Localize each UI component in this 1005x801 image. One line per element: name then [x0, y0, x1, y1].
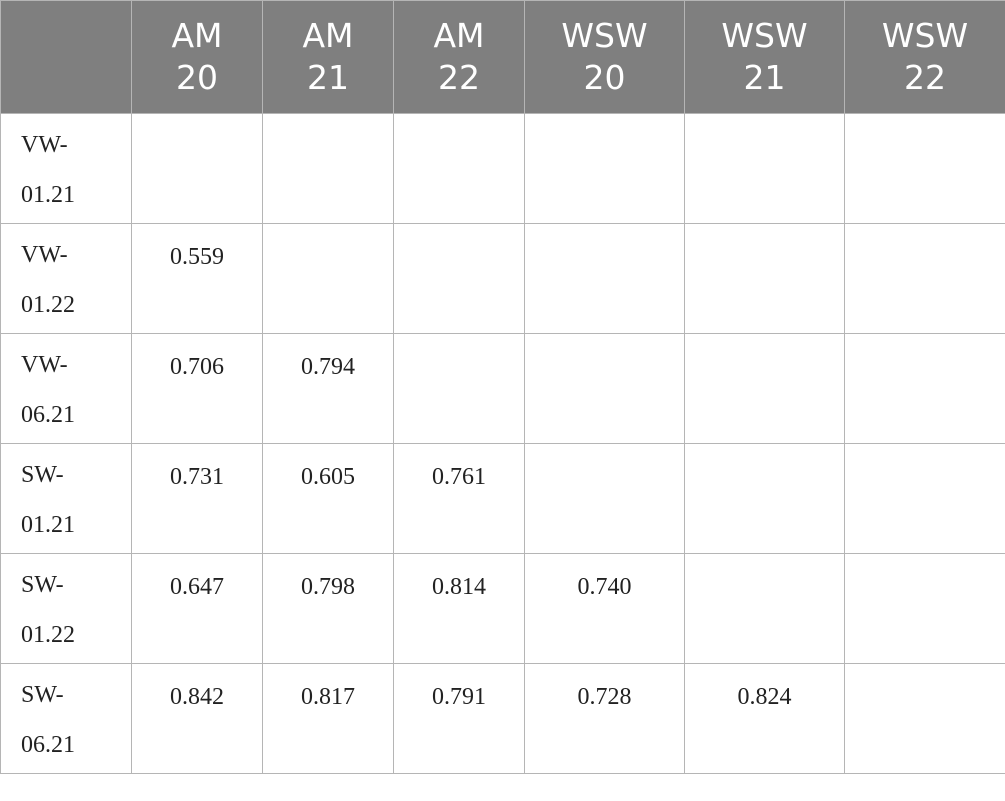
- table-cell: 0.728: [524, 663, 685, 774]
- column-header: WSW 21: [684, 0, 845, 114]
- table-cell: [844, 663, 1005, 774]
- column-header-text: AM 21: [302, 16, 354, 97]
- cell-value: 0.728: [577, 684, 632, 710]
- column-header-text: WSW 22: [881, 16, 969, 97]
- header-row: AM 20 AM 21 AM 22 WSW 20 WSW 21 WSW 22: [0, 0, 1005, 114]
- row-label: VW-01.21: [21, 132, 75, 208]
- table-cell: [524, 113, 685, 224]
- table-row: VW-01.21: [0, 113, 1005, 224]
- table-cell: 0.559: [131, 223, 263, 334]
- table-cell: [524, 443, 685, 554]
- table-cell: [393, 223, 525, 334]
- table-row: VW-06.21 0.706 0.794: [0, 333, 1005, 444]
- cell-value: 0.794: [301, 354, 355, 380]
- table-cell: [262, 223, 394, 334]
- table-cell: [262, 113, 394, 224]
- row-label-cell: VW-01.22: [0, 223, 132, 334]
- column-header: WSW 22: [844, 0, 1005, 114]
- cell-value: 0.706: [170, 354, 224, 380]
- table-cell: 0.706: [131, 333, 263, 444]
- table-cell: [844, 113, 1005, 224]
- row-label: SW-06.21: [21, 682, 75, 758]
- cell-value: 0.824: [737, 684, 792, 710]
- table-cell: 0.798: [262, 553, 394, 664]
- table-cell: 0.605: [262, 443, 394, 554]
- table-cell: [844, 443, 1005, 554]
- table-cell: 0.817: [262, 663, 394, 774]
- row-label-cell: SW-01.22: [0, 553, 132, 664]
- cell-value: 0.740: [577, 574, 632, 600]
- table-cell: 0.731: [131, 443, 263, 554]
- correlation-table: AM 20 AM 21 AM 22 WSW 20 WSW 21 WSW 22 VW-01.…: [0, 0, 1005, 774]
- table-cell: [684, 223, 845, 334]
- table-cell: [393, 113, 525, 224]
- column-header-text: AM 22: [433, 16, 485, 97]
- row-label: SW-01.21: [21, 462, 75, 538]
- cell-value: 0.647: [170, 574, 224, 600]
- row-label: SW-01.22: [21, 572, 75, 648]
- table-cell: [844, 553, 1005, 664]
- cell-value: 0.731: [170, 464, 224, 490]
- column-header: AM 20: [131, 0, 263, 114]
- column-header: AM 22: [393, 0, 525, 114]
- row-label: VW-01.22: [21, 242, 75, 318]
- row-label-cell: VW-06.21: [0, 333, 132, 444]
- table-cell: [524, 223, 685, 334]
- table-row: SW-06.21 0.842 0.817 0.791 0.728 0.824: [0, 663, 1005, 774]
- cell-value: 0.814: [432, 574, 486, 600]
- table-cell: 0.842: [131, 663, 263, 774]
- table-row: SW-01.22 0.647 0.798 0.814 0.740: [0, 553, 1005, 664]
- column-header-text: WSW 21: [721, 16, 808, 97]
- table-cell: [844, 333, 1005, 444]
- table-row: SW-01.21 0.731 0.605 0.761: [0, 443, 1005, 554]
- column-header: WSW 20: [524, 0, 685, 114]
- table-cell: [684, 333, 845, 444]
- cell-value: 0.761: [432, 464, 486, 490]
- row-label-cell: VW-01.21: [0, 113, 132, 224]
- table-cell: 0.814: [393, 553, 525, 664]
- table-body: VW-01.21 VW-01.22 0.559 VW-06.21 0.706 0.794 S…: [0, 113, 1005, 774]
- table-cell: [684, 443, 845, 554]
- table-cell: 0.761: [393, 443, 525, 554]
- table-cell: [524, 333, 685, 444]
- row-label-cell: SW-01.21: [0, 443, 132, 554]
- cell-value: 0.798: [301, 574, 355, 600]
- row-label: VW-06.21: [21, 352, 75, 428]
- table-cell: 0.794: [262, 333, 394, 444]
- table-cell: 0.647: [131, 553, 263, 664]
- table-cell: [393, 333, 525, 444]
- cell-value: 0.791: [432, 684, 486, 710]
- table-cell: [844, 223, 1005, 334]
- column-header-text: AM 20: [171, 16, 223, 97]
- cell-value: 0.559: [170, 244, 224, 270]
- cell-value: 0.605: [301, 464, 355, 490]
- table-cell: 0.740: [524, 553, 685, 664]
- table-cell: [131, 113, 263, 224]
- row-label-cell: SW-06.21: [0, 663, 132, 774]
- table-row: VW-01.22 0.559: [0, 223, 1005, 334]
- cell-value: 0.842: [170, 684, 224, 710]
- table-cell: [684, 113, 845, 224]
- column-header: AM 21: [262, 0, 394, 114]
- cell-value: 0.817: [301, 684, 355, 710]
- column-header-text: WSW 20: [561, 16, 648, 97]
- table-cell: 0.791: [393, 663, 525, 774]
- table-cell: 0.824: [684, 663, 845, 774]
- corner-cell: [0, 0, 132, 114]
- table-cell: [684, 553, 845, 664]
- table-header: AM 20 AM 21 AM 22 WSW 20 WSW 21 WSW 22: [0, 0, 1005, 114]
